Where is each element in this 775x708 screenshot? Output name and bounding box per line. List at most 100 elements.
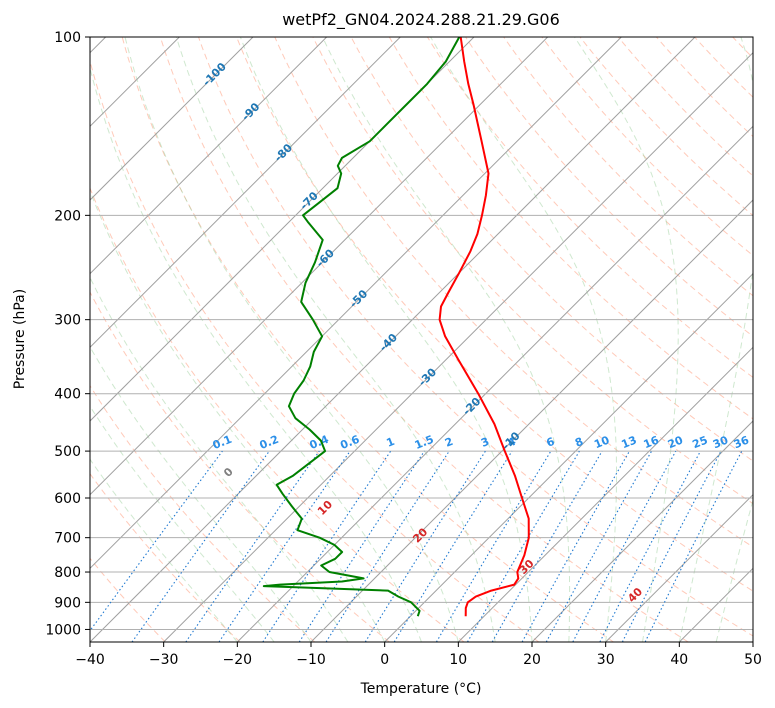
x-tick-label: −20 bbox=[223, 652, 253, 668]
y-tick-label: 700 bbox=[54, 531, 81, 547]
mixing-ratio-line bbox=[572, 450, 677, 642]
moist-adiabat-line bbox=[239, 37, 533, 642]
dry-adiabat-line bbox=[90, 59, 540, 642]
mixing-ratio-label: 10 bbox=[592, 433, 611, 451]
x-tick-label: 20 bbox=[523, 652, 541, 668]
mixing-ratio-label: 13 bbox=[620, 433, 639, 451]
mixing-ratio-label: 2 bbox=[443, 435, 455, 450]
isotherm-line bbox=[90, 37, 401, 349]
moist-adiabats bbox=[90, 37, 753, 642]
mixing-ratio-label: 8 bbox=[573, 435, 585, 450]
isotherm-line bbox=[310, 199, 753, 642]
dry-adiabat-line bbox=[236, 37, 753, 592]
y-tick-label: 1000 bbox=[45, 622, 81, 638]
isotherm-line bbox=[384, 272, 753, 642]
mixing-ratio-label: 1 bbox=[385, 435, 397, 450]
y-tick-label: 800 bbox=[54, 565, 81, 581]
mixing-ratio-lines bbox=[90, 450, 743, 642]
dry-adiabat-line bbox=[90, 186, 465, 642]
isotherm-line bbox=[605, 493, 753, 642]
isotherms bbox=[90, 37, 753, 642]
dry-adiabat-line bbox=[274, 37, 753, 548]
chart-title: wetPf2_GN04.2024.288.21.29.G06 bbox=[282, 10, 560, 30]
background-lines bbox=[90, 37, 775, 642]
x-tick-label: −10 bbox=[296, 652, 326, 668]
plot-background bbox=[90, 37, 753, 642]
moist-adiabat-line bbox=[90, 405, 275, 642]
mixing-ratio-label: 30 bbox=[711, 433, 730, 451]
x-tick-label: 40 bbox=[670, 652, 688, 668]
y-tick-label: 600 bbox=[54, 491, 81, 507]
mixing-ratio-line bbox=[185, 450, 320, 642]
isotherm-line bbox=[90, 37, 622, 570]
dry-adiabat-line bbox=[312, 37, 753, 505]
mixing-ratio-label: 3 bbox=[479, 435, 491, 450]
moist-adiabat-line bbox=[574, 37, 679, 642]
dry-adiabat-line bbox=[426, 37, 753, 378]
mixing-ratio-label: 25 bbox=[691, 433, 710, 451]
isotherm-line bbox=[90, 37, 254, 201]
moist-adiabat-line bbox=[430, 37, 617, 642]
moist-adiabat-line bbox=[322, 37, 571, 642]
y-tick-label: 300 bbox=[54, 313, 81, 329]
isotherm-line bbox=[90, 37, 328, 275]
x-tick-label: −30 bbox=[149, 652, 179, 668]
dry-adiabat-line bbox=[90, 384, 316, 642]
moist-adiabat-line bbox=[715, 498, 753, 642]
mixing-ratio-line bbox=[90, 450, 223, 632]
mixing-ratio-line bbox=[298, 450, 425, 642]
y-tick-label: 500 bbox=[54, 444, 81, 460]
x-axis-label: Temperature (°C) bbox=[360, 681, 482, 697]
sounding-profiles bbox=[262, 37, 530, 617]
isotherm-line bbox=[457, 346, 753, 642]
moist-adiabat-line bbox=[124, 37, 459, 642]
moist-adiabat-line bbox=[175, 37, 496, 642]
isotherm-line bbox=[90, 37, 696, 642]
isotherm-line bbox=[163, 51, 753, 642]
temperature-profile-line bbox=[438, 37, 530, 617]
dry-adiabat-line bbox=[617, 37, 753, 177]
y-tick-label: 400 bbox=[54, 387, 81, 403]
isotherm-line bbox=[90, 37, 549, 496]
y-tick-label: 200 bbox=[54, 208, 81, 224]
pressure-gridlines bbox=[90, 37, 753, 630]
dry-adiabat-line bbox=[388, 37, 753, 420]
dry-adiabat-line bbox=[771, 37, 775, 642]
plot-frame bbox=[89, 36, 754, 643]
moist-adiabat-line bbox=[90, 276, 349, 642]
mixing-ratio-line bbox=[325, 450, 450, 642]
dry-adiabats bbox=[90, 37, 775, 642]
mixing-ratio-line bbox=[644, 450, 743, 642]
x-tick-label: 30 bbox=[597, 652, 615, 668]
isotherm-line bbox=[236, 125, 753, 642]
x-tick-label: −40 bbox=[75, 652, 105, 668]
mixing-ratio-line bbox=[218, 450, 351, 642]
moist-adiabat-line bbox=[90, 189, 386, 642]
mixing-ratio-label: 20 bbox=[666, 433, 685, 451]
moist-adiabat-line bbox=[90, 458, 238, 642]
isotherm-line bbox=[752, 641, 753, 642]
isotherm-line bbox=[531, 420, 753, 642]
x-tick-label: 0 bbox=[380, 652, 389, 668]
y-axis-ticks: 100 200 300 400 500 600 700 800 900 1000 bbox=[45, 30, 90, 638]
y-axis-label: Pressure (hPa) bbox=[12, 289, 28, 389]
y-tick-label: 900 bbox=[54, 595, 81, 611]
dry-adiabat-line bbox=[198, 37, 753, 637]
dry-adiabat-line bbox=[159, 37, 689, 642]
mixing-ratio-line bbox=[131, 450, 270, 642]
mixing-ratio-line bbox=[545, 450, 653, 642]
y-tick-label: 100 bbox=[54, 30, 81, 46]
x-tick-label: 10 bbox=[449, 652, 467, 668]
x-tick-label: 50 bbox=[744, 652, 762, 668]
moist-adiabat-line bbox=[678, 37, 753, 642]
mixing-ratio-line bbox=[393, 450, 513, 642]
dry-adiabat-line bbox=[90, 291, 390, 642]
moist-adiabat-line bbox=[90, 65, 422, 642]
mixing-ratio-line bbox=[262, 450, 392, 642]
mixing-ratio-label: 36 bbox=[732, 433, 751, 451]
dry-adiabat-line bbox=[503, 37, 753, 297]
dry-adiabat-line bbox=[121, 37, 614, 642]
x-axis-ticks: −40 −30 −20 −10 0 10 20 30 40 50 bbox=[75, 642, 762, 668]
mixing-ratio-line bbox=[521, 450, 630, 642]
